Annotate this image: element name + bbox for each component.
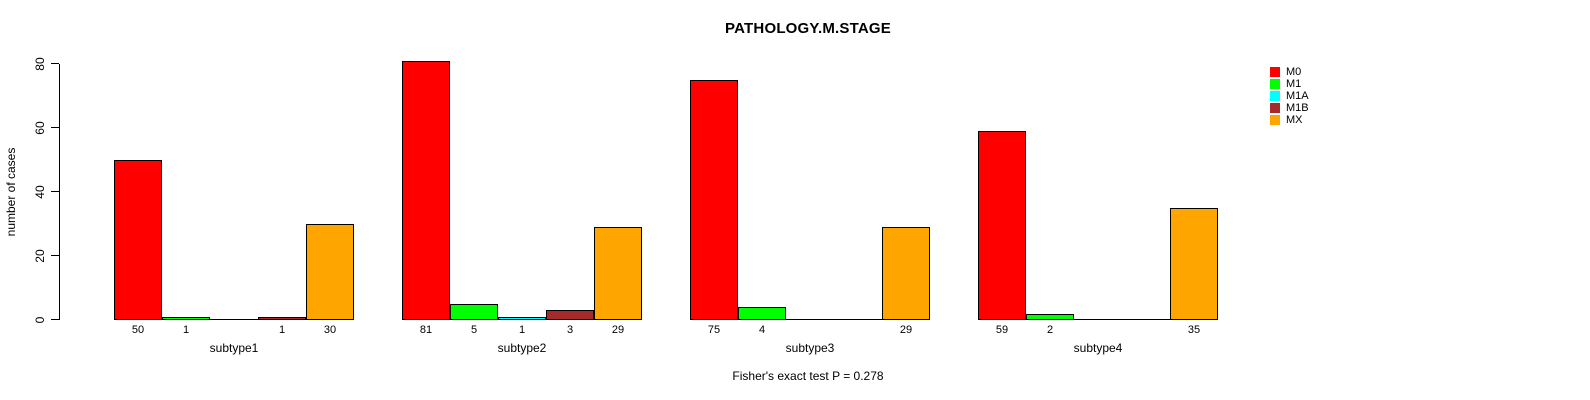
- bar-m1b-subtype4: [1122, 319, 1170, 320]
- bar-m1a-subtype2: [498, 316, 546, 320]
- legend-label: M1: [1286, 78, 1302, 90]
- bar-m1-subtype2: [450, 304, 498, 320]
- legend-swatch-m0: [1270, 67, 1280, 77]
- legend-label: M1A: [1286, 90, 1309, 102]
- y-axis-tick-label: 0: [33, 316, 47, 324]
- y-axis-tick-label: 20: [33, 249, 47, 263]
- bar-mx-subtype1: [306, 224, 354, 320]
- bar-value-label: 50: [131, 324, 145, 336]
- bar-m1b-subtype1: [258, 316, 306, 320]
- legend-swatch-m1: [1270, 79, 1280, 89]
- y-axis-tick-label: 40: [33, 185, 47, 199]
- y-axis-tick: [51, 191, 59, 192]
- legend-item-m1b: M1B: [1270, 102, 1309, 114]
- bar-mx-subtype4: [1170, 208, 1218, 320]
- bar-m1b-subtype3: [834, 319, 882, 320]
- y-axis-tick: [51, 255, 59, 256]
- legend-item-m1: M1: [1270, 78, 1309, 90]
- bar-m1-subtype4: [1026, 313, 1074, 320]
- bar-m0-subtype4: [978, 131, 1026, 320]
- y-axis-line: [59, 64, 60, 320]
- x-axis-group-label: subtype2: [497, 341, 547, 355]
- bar-value-label: 1: [182, 324, 190, 336]
- legend-label: M0: [1286, 66, 1302, 78]
- y-axis-tick-label: 80: [33, 57, 47, 71]
- legend: M0 M1 M1A M1B MX: [1270, 66, 1309, 126]
- bar-value-label: 4: [758, 324, 766, 336]
- bar-value-label: 2: [1046, 324, 1054, 336]
- y-axis-tick: [51, 319, 59, 320]
- bar-m0-subtype2: [402, 60, 450, 320]
- bar-value-label: 3: [566, 324, 574, 336]
- bar-value-label: 59: [995, 324, 1009, 336]
- legend-swatch-m1a: [1270, 91, 1280, 101]
- legend-label: MX: [1286, 114, 1303, 126]
- stat-annotation: Fisher's exact test P = 0.278: [732, 369, 884, 383]
- bar-m1-subtype3: [738, 307, 786, 320]
- bar-m1a-subtype4: [1074, 319, 1122, 320]
- y-axis-tick: [51, 63, 59, 64]
- bar-m0-subtype1: [114, 160, 162, 320]
- bar-value-label: 81: [419, 324, 433, 336]
- bar-mx-subtype2: [594, 227, 642, 320]
- bar-value-label: 35: [1187, 324, 1201, 336]
- bar-m1-subtype1: [162, 316, 210, 320]
- bar-m0-subtype3: [690, 80, 738, 320]
- bar-value-label: 5: [470, 324, 478, 336]
- x-axis-group-label: subtype1: [209, 341, 259, 355]
- legend-item-m0: M0: [1270, 66, 1309, 78]
- bar-m1b-subtype2: [546, 310, 594, 320]
- y-axis-tick-label: 60: [33, 121, 47, 135]
- bar-value-label: 75: [707, 324, 721, 336]
- x-axis-group-label: subtype3: [785, 341, 835, 355]
- legend-swatch-mx: [1270, 115, 1280, 125]
- x-axis-group-label: subtype4: [1073, 341, 1123, 355]
- legend-swatch-m1b: [1270, 103, 1280, 113]
- bar-value-label: 1: [278, 324, 286, 336]
- bar-mx-subtype3: [882, 227, 930, 320]
- legend-label: M1B: [1286, 102, 1309, 114]
- legend-item-mx: MX: [1270, 114, 1309, 126]
- bar-value-label: 30: [323, 324, 337, 336]
- legend-item-m1a: M1A: [1270, 90, 1309, 102]
- bar-value-label: 1: [518, 324, 526, 336]
- bar-value-label: 29: [899, 324, 913, 336]
- bar-m1a-subtype1: [210, 319, 258, 320]
- chart-title: PATHOLOGY.M.STAGE: [725, 20, 891, 37]
- bar-m1a-subtype3: [786, 319, 834, 320]
- y-axis-tick: [51, 127, 59, 128]
- bar-value-label: 29: [611, 324, 625, 336]
